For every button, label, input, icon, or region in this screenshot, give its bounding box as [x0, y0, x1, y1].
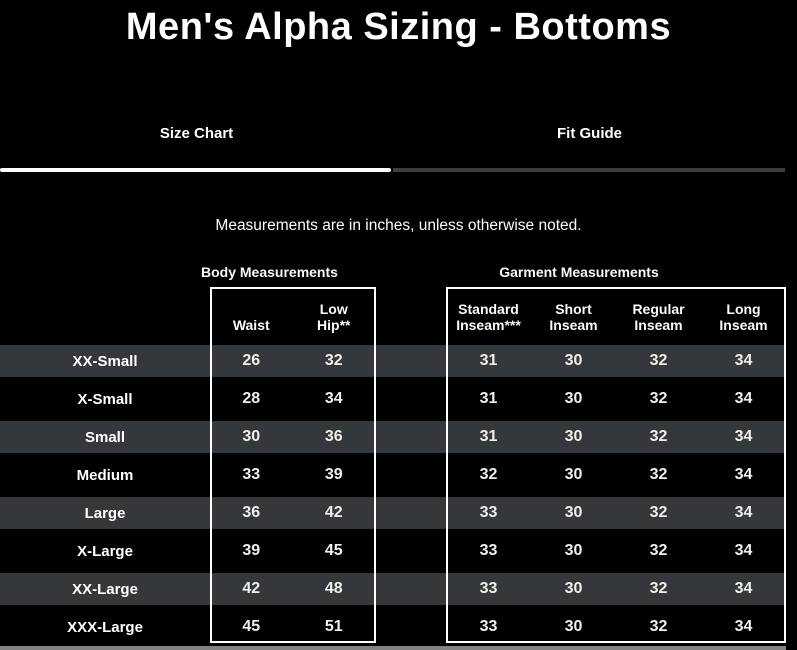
header-regular-inseam: Regular Inseam	[632, 300, 685, 333]
low-hip-cell: 39	[324, 466, 343, 483]
size-cell: XX-Large	[72, 580, 138, 598]
short-inseam-cell: 30	[564, 504, 583, 521]
waist-cell: 30	[242, 428, 261, 445]
short-inseam-cell: 30	[564, 352, 583, 369]
tab-size-chart-label: Size Chart	[159, 124, 234, 142]
header-short-inseam: Short Inseam	[549, 300, 598, 333]
low-hip-cell: 32	[324, 352, 343, 369]
standard-inseam-cell: 33	[479, 580, 498, 597]
long-inseam-cell: 34	[734, 580, 753, 597]
tab-underline-active	[0, 168, 391, 172]
short-inseam-cell: 30	[564, 542, 583, 559]
page-title: Men's Alpha Sizing - Bottoms	[125, 6, 672, 48]
low-hip-cell: 48	[324, 580, 343, 597]
standard-inseam-cell: 31	[479, 390, 498, 407]
standard-inseam-cell: 33	[479, 542, 498, 559]
regular-inseam-cell: 32	[649, 618, 668, 635]
standard-inseam-cell: 31	[479, 428, 498, 445]
long-inseam-cell: 34	[734, 390, 753, 407]
size-cell: XX-Small	[72, 352, 138, 370]
tab-fit-guide-label: Fit Guide	[557, 124, 622, 142]
table-row: X-Large 39 45 33 30 32 34	[0, 532, 786, 570]
regular-inseam-cell: 32	[649, 504, 668, 521]
table-header-row: Waist Low Hip** Standard Inseam*** Short…	[0, 287, 786, 342]
body-measurements-label: Body Measurements	[201, 264, 338, 280]
regular-inseam-cell: 32	[649, 390, 668, 407]
bottom-strip	[0, 646, 786, 650]
table-row: XX-Small 26 32 31 30 32 34	[0, 342, 786, 380]
waist-cell: 45	[242, 618, 261, 635]
header-standard-inseam: Standard Inseam***	[456, 300, 521, 333]
short-inseam-cell: 30	[564, 390, 583, 407]
short-inseam-cell: 30	[564, 428, 583, 445]
waist-cell: 33	[242, 466, 261, 483]
size-table: Waist Low Hip** Standard Inseam*** Short…	[0, 287, 797, 650]
long-inseam-cell: 34	[734, 428, 753, 445]
header-waist: Waist	[232, 316, 270, 333]
table-row: Large 36 42 33 30 32 34	[0, 494, 786, 532]
low-hip-cell: 34	[324, 390, 343, 407]
size-cell: XXX-Large	[67, 618, 143, 636]
regular-inseam-cell: 32	[649, 580, 668, 597]
short-inseam-cell: 30	[564, 580, 583, 597]
long-inseam-cell: 34	[734, 504, 753, 521]
units-note: Measurements are in inches, unless other…	[215, 217, 582, 234]
low-hip-cell: 45	[324, 542, 343, 559]
standard-inseam-cell: 32	[479, 466, 498, 483]
waist-cell: 28	[242, 390, 261, 407]
size-cell: X-Small	[77, 390, 133, 408]
regular-inseam-cell: 32	[649, 428, 668, 445]
table-row: XXX-Large 45 51 33 30 32 34	[0, 608, 786, 646]
long-inseam-cell: 34	[734, 542, 753, 559]
regular-inseam-cell: 32	[649, 466, 668, 483]
waist-cell: 36	[242, 504, 261, 521]
waist-cell: 39	[242, 542, 261, 559]
table-row: Medium 33 39 32 30 32 34	[0, 456, 786, 494]
table-row: X-Small 28 34 31 30 32 34	[0, 380, 786, 418]
tab-fit-guide[interactable]: Fit Guide	[393, 122, 786, 144]
regular-inseam-cell: 32	[649, 352, 668, 369]
tab-underline-inactive	[393, 168, 785, 172]
standard-inseam-cell: 33	[479, 504, 498, 521]
waist-cell: 42	[242, 580, 261, 597]
size-cell: X-Large	[77, 542, 133, 560]
table-row: Small 30 36 31 30 32 34	[0, 418, 786, 456]
size-cell: Large	[84, 504, 126, 522]
tab-size-chart[interactable]: Size Chart	[0, 122, 393, 144]
header-low-hip: Low Hip**	[317, 300, 351, 333]
standard-inseam-cell: 31	[479, 352, 498, 369]
size-cell: Small	[84, 428, 126, 446]
waist-cell: 26	[242, 352, 261, 369]
size-cell: Medium	[76, 466, 134, 484]
header-long-inseam: Long Inseam	[719, 300, 768, 333]
long-inseam-cell: 34	[734, 618, 753, 635]
low-hip-cell: 42	[324, 504, 343, 521]
regular-inseam-cell: 32	[649, 542, 668, 559]
low-hip-cell: 51	[324, 618, 343, 635]
long-inseam-cell: 34	[734, 352, 753, 369]
standard-inseam-cell: 33	[479, 618, 498, 635]
table-row: XX-Large 42 48 33 30 32 34	[0, 570, 786, 608]
short-inseam-cell: 30	[564, 466, 583, 483]
short-inseam-cell: 30	[564, 618, 583, 635]
long-inseam-cell: 34	[734, 466, 753, 483]
garment-measurements-label: Garment Measurements	[499, 264, 659, 280]
low-hip-cell: 36	[324, 428, 343, 445]
